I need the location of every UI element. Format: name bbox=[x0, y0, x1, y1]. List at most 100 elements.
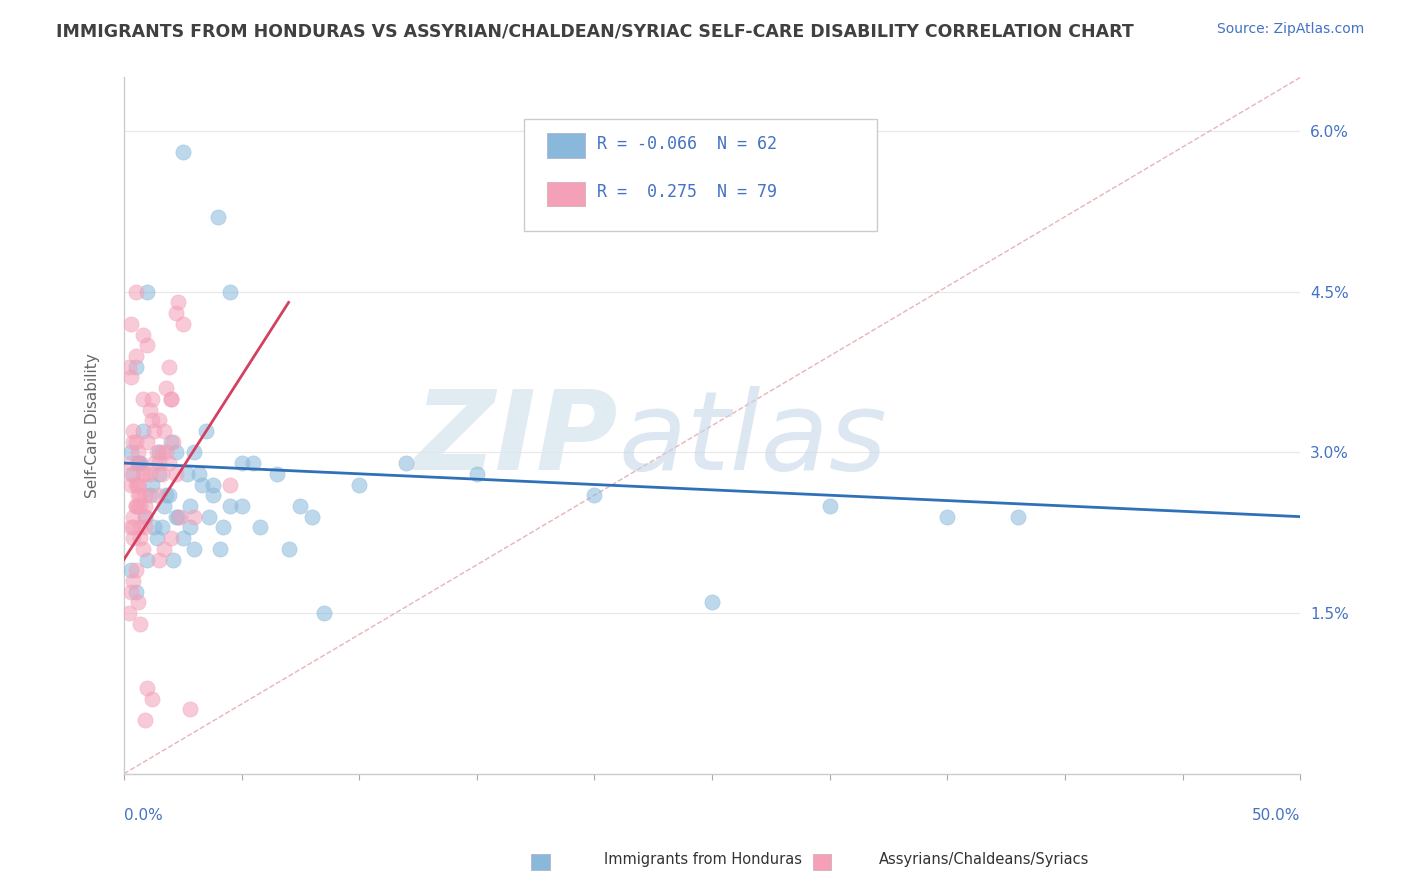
Point bbox=[120, 370, 142, 384]
Point bbox=[120, 520, 142, 534]
Point bbox=[195, 424, 218, 438]
Point bbox=[129, 456, 152, 470]
Point bbox=[218, 499, 240, 513]
Point bbox=[169, 509, 191, 524]
Text: R =  0.275  N = 79: R = 0.275 N = 79 bbox=[596, 184, 776, 202]
Point bbox=[266, 467, 288, 481]
Text: R = -0.066  N = 62: R = -0.066 N = 62 bbox=[596, 135, 776, 153]
Point bbox=[312, 606, 335, 620]
Point bbox=[395, 456, 418, 470]
Text: atlas: atlas bbox=[619, 386, 887, 493]
Point bbox=[120, 317, 142, 331]
Point bbox=[231, 456, 253, 470]
Text: ZIP: ZIP bbox=[415, 386, 619, 493]
Point bbox=[136, 338, 159, 352]
Point bbox=[120, 467, 142, 481]
Point bbox=[148, 445, 170, 459]
Point bbox=[120, 445, 142, 459]
Point bbox=[160, 392, 183, 406]
Point bbox=[127, 477, 149, 491]
Point bbox=[141, 477, 163, 491]
Point bbox=[148, 413, 170, 427]
Point bbox=[153, 424, 176, 438]
Point bbox=[141, 413, 163, 427]
Point bbox=[129, 456, 152, 470]
Point bbox=[176, 467, 198, 481]
Point bbox=[127, 456, 149, 470]
Point bbox=[231, 499, 253, 513]
Point bbox=[124, 563, 146, 577]
Bar bbox=[547, 182, 585, 206]
Point bbox=[132, 541, 155, 556]
Point bbox=[124, 477, 146, 491]
Point bbox=[157, 488, 180, 502]
Point bbox=[167, 509, 190, 524]
Point bbox=[146, 531, 169, 545]
Point bbox=[124, 359, 146, 374]
Point bbox=[136, 285, 159, 299]
Point bbox=[155, 445, 177, 459]
Point bbox=[117, 606, 139, 620]
Point bbox=[172, 531, 194, 545]
Point bbox=[150, 520, 173, 534]
Point bbox=[190, 477, 212, 491]
Point bbox=[172, 145, 194, 160]
Text: 50.0%: 50.0% bbox=[1251, 808, 1301, 823]
Point bbox=[134, 488, 156, 502]
Point bbox=[124, 349, 146, 363]
Point bbox=[122, 424, 145, 438]
Point bbox=[465, 467, 488, 481]
Point bbox=[1007, 509, 1029, 524]
Point bbox=[183, 541, 205, 556]
Point bbox=[162, 552, 184, 566]
Point bbox=[129, 499, 152, 513]
Point bbox=[127, 595, 149, 609]
Point bbox=[129, 616, 152, 631]
Point bbox=[141, 691, 163, 706]
Point bbox=[124, 499, 146, 513]
Point bbox=[136, 552, 159, 566]
Point bbox=[202, 477, 225, 491]
Point bbox=[211, 520, 233, 534]
Point bbox=[129, 488, 152, 502]
Point bbox=[202, 488, 225, 502]
Point bbox=[148, 456, 170, 470]
Point bbox=[134, 499, 156, 513]
Text: Source: ZipAtlas.com: Source: ZipAtlas.com bbox=[1216, 22, 1364, 37]
Point bbox=[179, 520, 201, 534]
Text: Immigrants from Honduras: Immigrants from Honduras bbox=[605, 852, 801, 867]
Point bbox=[160, 392, 183, 406]
Point bbox=[134, 520, 156, 534]
Point bbox=[139, 488, 162, 502]
Point bbox=[129, 531, 152, 545]
Point bbox=[936, 509, 959, 524]
Point bbox=[143, 424, 166, 438]
Point bbox=[127, 445, 149, 459]
Point bbox=[122, 467, 145, 481]
Point bbox=[162, 434, 184, 449]
Point bbox=[150, 445, 173, 459]
Point bbox=[183, 445, 205, 459]
Bar bbox=[531, 854, 550, 870]
Point bbox=[132, 424, 155, 438]
Text: IMMIGRANTS FROM HONDURAS VS ASSYRIAN/CHALDEAN/SYRIAC SELF-CARE DISABILITY CORREL: IMMIGRANTS FROM HONDURAS VS ASSYRIAN/CHA… bbox=[56, 22, 1135, 40]
Point bbox=[134, 509, 156, 524]
Point bbox=[141, 392, 163, 406]
Point bbox=[124, 584, 146, 599]
Point bbox=[124, 285, 146, 299]
Point bbox=[165, 445, 187, 459]
Point bbox=[127, 499, 149, 513]
Point bbox=[129, 520, 152, 534]
Point bbox=[290, 499, 312, 513]
Point bbox=[155, 488, 177, 502]
Point bbox=[132, 467, 155, 481]
Point bbox=[122, 520, 145, 534]
Point bbox=[818, 499, 841, 513]
Point bbox=[155, 381, 177, 395]
FancyBboxPatch shape bbox=[524, 120, 877, 231]
Point bbox=[150, 467, 173, 481]
Point bbox=[132, 327, 155, 342]
Point bbox=[120, 456, 142, 470]
Point bbox=[122, 509, 145, 524]
Point bbox=[160, 434, 183, 449]
